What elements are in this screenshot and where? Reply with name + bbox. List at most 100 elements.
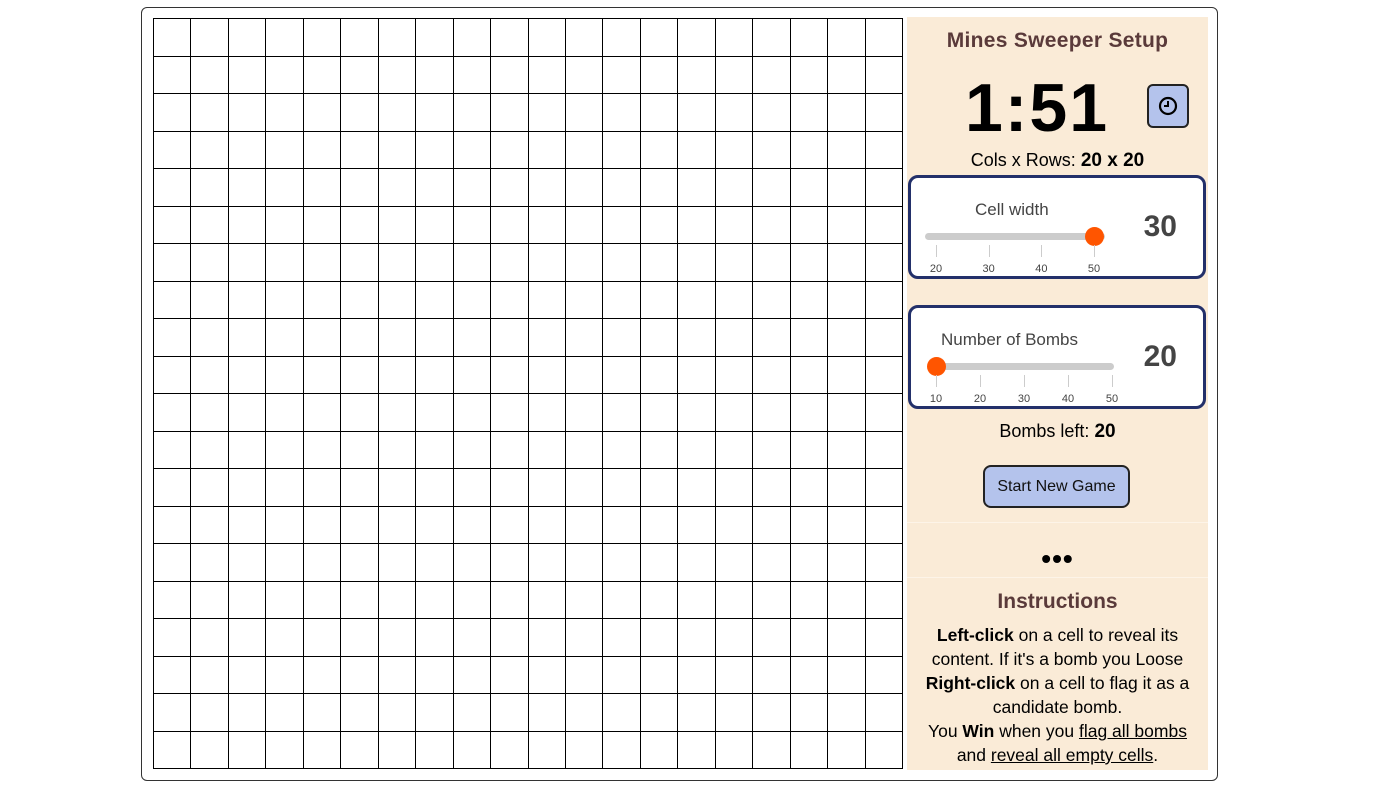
board-cell[interactable] (491, 169, 529, 207)
board-cell[interactable] (865, 319, 903, 357)
board-cell[interactable] (565, 131, 604, 169)
board-cell[interactable] (228, 356, 267, 394)
board-cell[interactable] (678, 356, 716, 394)
board-cell[interactable] (715, 56, 754, 94)
board-cell[interactable] (341, 319, 379, 357)
board-cell[interactable] (303, 131, 342, 169)
board-cell[interactable] (191, 544, 229, 582)
board-cell[interactable] (266, 394, 304, 432)
board-cell[interactable] (790, 169, 829, 207)
board-cell[interactable] (341, 19, 379, 57)
board-cell[interactable] (790, 619, 829, 657)
board-cell[interactable] (228, 206, 267, 244)
board-cell[interactable] (491, 469, 529, 507)
board-cell[interactable] (640, 56, 679, 94)
board-cell[interactable] (565, 94, 604, 132)
board-cell[interactable] (640, 244, 679, 282)
board-cell[interactable] (341, 431, 379, 469)
board-cell[interactable] (528, 56, 566, 94)
board-cell[interactable] (715, 206, 754, 244)
board-cell[interactable] (453, 394, 492, 432)
board-cell[interactable] (565, 506, 604, 544)
board-cell[interactable] (603, 356, 641, 394)
board-cell[interactable] (378, 319, 417, 357)
board-cell[interactable] (378, 394, 417, 432)
board-cell[interactable] (678, 206, 716, 244)
board-cell[interactable] (565, 469, 604, 507)
board-cell[interactable] (715, 131, 754, 169)
board-cell[interactable] (303, 506, 342, 544)
board-cell[interactable] (603, 656, 641, 694)
board-cell[interactable] (154, 581, 192, 619)
board-cell[interactable] (416, 394, 454, 432)
board-cell[interactable] (453, 431, 492, 469)
board-cell[interactable] (266, 56, 304, 94)
board-cell[interactable] (678, 544, 716, 582)
board-cell[interactable] (416, 619, 454, 657)
board-cell[interactable] (266, 731, 304, 769)
board-cell[interactable] (228, 244, 267, 282)
board-cell[interactable] (378, 206, 417, 244)
board-cell[interactable] (565, 544, 604, 582)
board-cell[interactable] (528, 544, 566, 582)
board-cell[interactable] (565, 169, 604, 207)
board-cell[interactable] (565, 656, 604, 694)
board-cell[interactable] (640, 469, 679, 507)
board-cell[interactable] (828, 581, 866, 619)
board-cell[interactable] (790, 319, 829, 357)
board-cell[interactable] (303, 206, 342, 244)
board-cell[interactable] (528, 506, 566, 544)
board-cell[interactable] (378, 544, 417, 582)
board-cell[interactable] (416, 694, 454, 732)
board-cell[interactable] (678, 94, 716, 132)
board-cell[interactable] (491, 731, 529, 769)
board-cell[interactable] (753, 731, 791, 769)
board-cell[interactable] (453, 319, 492, 357)
board-cell[interactable] (154, 319, 192, 357)
board-cell[interactable] (341, 619, 379, 657)
board-cell[interactable] (266, 619, 304, 657)
timer-toggle-button[interactable] (1147, 84, 1189, 128)
board-cell[interactable] (341, 56, 379, 94)
board-cell[interactable] (378, 244, 417, 282)
board-cell[interactable] (228, 506, 267, 544)
board-cell[interactable] (228, 731, 267, 769)
board-cell[interactable] (603, 469, 641, 507)
board-cell[interactable] (828, 656, 866, 694)
board-cell[interactable] (790, 356, 829, 394)
board-cell[interactable] (715, 581, 754, 619)
board-cell[interactable] (228, 544, 267, 582)
board-cell[interactable] (228, 131, 267, 169)
board-cell[interactable] (640, 131, 679, 169)
board-cell[interactable] (303, 619, 342, 657)
board-cell[interactable] (715, 619, 754, 657)
board-cell[interactable] (828, 431, 866, 469)
board-cell[interactable] (341, 506, 379, 544)
start-new-game-button[interactable]: Start New Game (983, 465, 1130, 508)
board-cell[interactable] (865, 656, 903, 694)
board-cell[interactable] (790, 544, 829, 582)
board-cell[interactable] (416, 319, 454, 357)
board-cell[interactable] (678, 169, 716, 207)
board-cell[interactable] (228, 94, 267, 132)
board-cell[interactable] (378, 656, 417, 694)
bombs-slider-thumb[interactable] (927, 357, 946, 376)
board-cell[interactable] (453, 244, 492, 282)
board-cell[interactable] (453, 694, 492, 732)
board-cell[interactable] (640, 694, 679, 732)
board-cell[interactable] (603, 619, 641, 657)
board-cell[interactable] (603, 431, 641, 469)
board-cell[interactable] (416, 169, 454, 207)
board-cell[interactable] (228, 319, 267, 357)
board-cell[interactable] (341, 94, 379, 132)
board-cell[interactable] (491, 544, 529, 582)
board-cell[interactable] (828, 506, 866, 544)
board-cell[interactable] (640, 169, 679, 207)
board-cell[interactable] (865, 356, 903, 394)
board-cell[interactable] (640, 506, 679, 544)
board-cell[interactable] (303, 56, 342, 94)
board-cell[interactable] (191, 394, 229, 432)
board-cell[interactable] (341, 694, 379, 732)
board-cell[interactable] (678, 281, 716, 319)
board-cell[interactable] (865, 619, 903, 657)
